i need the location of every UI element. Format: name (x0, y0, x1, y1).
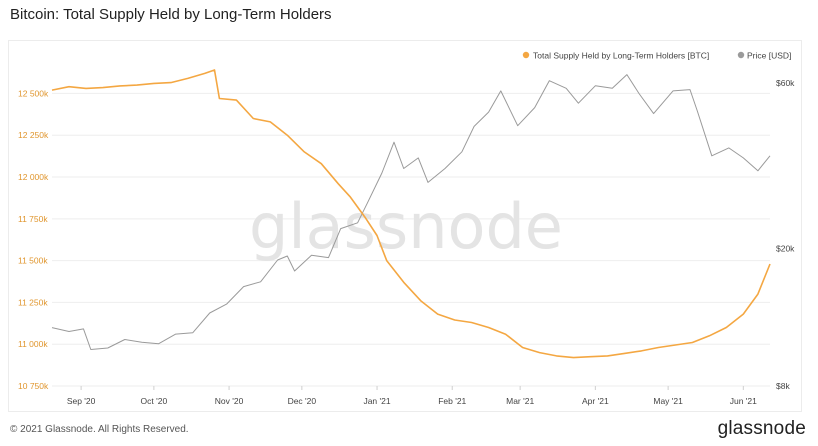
right-axis-tick-label: $60k (776, 78, 795, 88)
left-axis-tick-label: 10 750k (18, 381, 49, 391)
left-axis: 10 750k 11 000k 11 250k 11 500k 11 750k 12 00… (18, 88, 49, 391)
copyright: © 2021 Glassnode. All Rights Reserved. (10, 424, 189, 435)
x-axis-tick-label: Apr '21 (582, 396, 609, 406)
legend-swatch-lth (522, 51, 530, 59)
x-axis-tick-label: May '21 (653, 396, 683, 406)
x-axis-tick-label: Jun '21 (730, 396, 757, 406)
left-axis-tick-label: 11 000k (18, 339, 48, 349)
x-axis-tick-label: Dec '20 (288, 396, 317, 406)
chart-title: Bitcoin: Total Supply Held by Long-Term … (10, 6, 332, 23)
left-axis-tick-label: 11 250k (18, 297, 48, 307)
x-axis-tick-label: Nov '20 (215, 396, 244, 406)
x-axis-tick-label: Mar '21 (506, 396, 534, 406)
series-line-price (51, 74, 771, 350)
legend-label-lth[interactable]: Total Supply Held by Long-Term Holders [… (533, 51, 709, 61)
x-axis-tick-label: Oct '20 (141, 396, 168, 406)
left-axis-tick-label: 12 500k (18, 88, 49, 98)
glassnode-logo[interactable]: glassnode (717, 418, 806, 439)
x-axis: Sep '20 Oct '20 Nov '20 Dec '20 Jan '21 Feb '… (67, 386, 757, 406)
left-axis-tick-label: 11 500k (18, 256, 48, 266)
right-axis: $8k $20k $60k (776, 78, 795, 391)
x-axis-tick-label: Jan '21 (363, 396, 390, 406)
x-axis-tick-label: Feb '21 (438, 396, 466, 406)
right-axis-tick-label: $8k (776, 381, 790, 391)
left-axis-tick-label: 11 750k (18, 214, 48, 224)
gridlines (52, 92, 770, 387)
chart-frame (8, 40, 802, 412)
left-axis-tick-label: 12 250k (18, 130, 49, 140)
legend-swatch-price (737, 51, 745, 59)
watermark: glassnode (249, 190, 563, 263)
right-axis-tick-label: $20k (776, 243, 795, 253)
legend-label-price[interactable]: Price [USD] (747, 51, 791, 61)
x-axis-tick-label: Sep '20 (67, 396, 96, 406)
legend[interactable]: Total Supply Held by Long-Term Holders [… (522, 51, 792, 61)
series (51, 69, 771, 359)
left-axis-tick-label: 12 000k (18, 172, 49, 182)
series-line-lth (51, 69, 771, 359)
